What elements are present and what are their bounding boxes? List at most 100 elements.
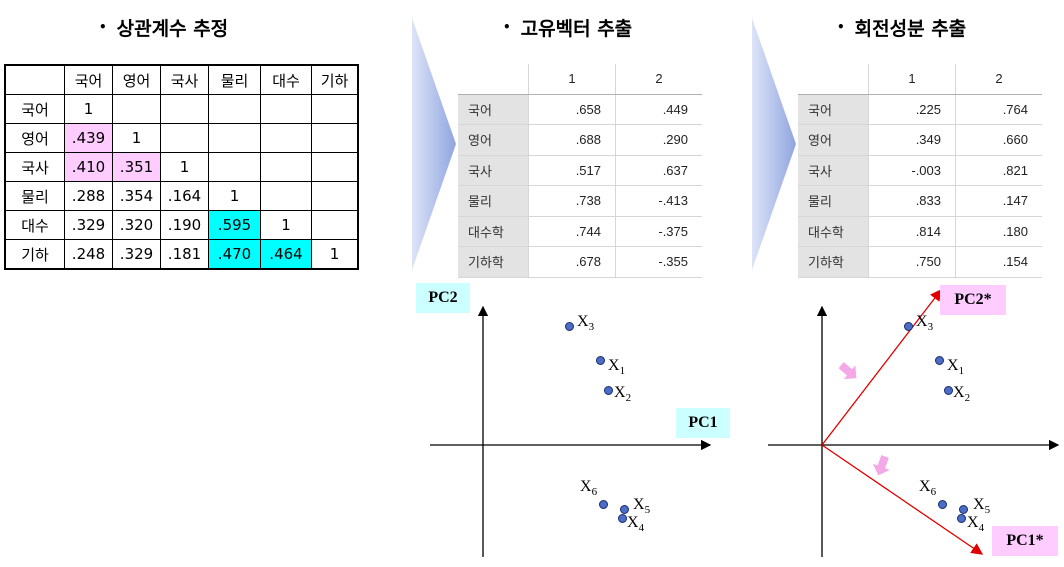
point-x6 [938, 500, 947, 509]
rotated-cell: .660 [955, 124, 1042, 156]
corr-cell-highlight: .410 [64, 152, 113, 182]
eigen-cell: -.355 [615, 246, 702, 278]
pc2-star-label: PC2* [940, 285, 1006, 315]
correlation-table: 국어 영어 국사 물리 대수 기하 국어 1 영어 .439 1 국사 .410… [4, 64, 359, 270]
rotated-cell: .154 [955, 246, 1042, 278]
point-x1 [596, 356, 605, 365]
corr-row-label: 국사 [4, 152, 65, 182]
rotated-cell: .180 [955, 216, 1042, 247]
corr-cell: .288 [64, 181, 113, 211]
rotated-cell: .821 [955, 155, 1042, 186]
rotation-hint-arrow [872, 455, 890, 476]
point-x2 [604, 386, 613, 395]
rotation-hint-arrow [838, 362, 857, 380]
corr-cell: .320 [112, 210, 161, 240]
rotated-row: 물리 .833 .147 [798, 185, 1042, 217]
corr-title: • 상관계수 추정 [99, 18, 229, 40]
rotated-title: • 회전성분 추출 [837, 18, 967, 40]
point-label: X5 [973, 496, 991, 517]
point-x4 [618, 514, 627, 523]
point-label: X6 [580, 478, 598, 499]
pc1-label: PC1 [676, 408, 730, 438]
rotated-row: 영어 .349 .660 [798, 124, 1042, 156]
corr-row: 영어 .439 1 [4, 123, 359, 153]
step-arrow-1 [412, 18, 456, 270]
corr-cell [311, 210, 359, 240]
eigen-cell: .517 [528, 155, 616, 186]
point-label: X1 [608, 357, 626, 378]
corr-header-cell: 대수 [260, 64, 312, 95]
corr-cell-highlight: .464 [260, 239, 312, 270]
corr-row: 국사 .410 .351 1 [4, 152, 359, 182]
rotated-header-cell [798, 64, 869, 95]
corr-cell-highlight: .439 [64, 123, 113, 153]
rotated-row-label: 국어 [798, 94, 869, 125]
corr-cell: .329 [64, 210, 113, 240]
eigen-row-label: 기하학 [458, 246, 529, 278]
rotated-header-row: 1 2 [798, 64, 1042, 95]
rotated-header-cell: 1 [868, 64, 956, 95]
point-x2 [944, 386, 953, 395]
eigen-cell: .449 [615, 94, 702, 125]
corr-row: 국어 1 [4, 94, 359, 124]
point-label: X4 [627, 514, 645, 535]
rotated-row-label: 물리 [798, 185, 869, 217]
eigen-cell: .688 [528, 124, 616, 156]
rotated-row: 국사 -.003 .821 [798, 155, 1042, 186]
rotated-table: 1 2 국어 .225 .764 영어 .349 .660 국사 -.003 .… [798, 64, 1042, 278]
corr-cell: .354 [112, 181, 161, 211]
corr-header-cell [4, 64, 65, 95]
corr-row-label: 대수 [4, 210, 65, 240]
point-label: X3 [916, 313, 934, 334]
corr-row-label: 물리 [4, 181, 65, 211]
point-x4 [957, 514, 966, 523]
eigen-title: • 고유벡터 추출 [503, 18, 633, 40]
pc2-label: PC2 [416, 283, 470, 313]
eigen-cell: -.413 [615, 185, 702, 217]
corr-cell: 1 [311, 239, 359, 270]
point-x1 [935, 356, 944, 365]
eigen-row: 물리 .738 -.413 [458, 185, 702, 217]
corr-cell-highlight: .470 [208, 239, 261, 270]
rotated-cell: .814 [868, 216, 956, 247]
corr-cell: .190 [160, 210, 209, 240]
eigen-header-cell: 2 [615, 64, 702, 95]
corr-row: 기하 .248 .329 .181 .470 .464 1 [4, 239, 359, 270]
eigen-cell: .658 [528, 94, 616, 125]
point-x3 [565, 322, 574, 331]
eigen-cell: .637 [615, 155, 702, 186]
eigen-row-label: 영어 [458, 124, 529, 156]
point-label: X6 [919, 478, 937, 499]
rotated-pc2-axis [821, 288, 942, 446]
point-x3 [904, 322, 913, 331]
point-label: X1 [947, 357, 965, 378]
eigen-cell: .290 [615, 124, 702, 156]
rotated-row-label: 국사 [798, 155, 869, 186]
point-x5 [959, 505, 968, 514]
rotated-row: 대수학 .814 .180 [798, 216, 1042, 247]
corr-cell: .181 [160, 239, 209, 270]
eigen-header-row: 1 2 [458, 64, 702, 95]
point-label: X5 [633, 496, 651, 517]
corr-cell: .329 [112, 239, 161, 270]
eigen-header-cell [458, 64, 529, 95]
eigen-row-label: 국사 [458, 155, 529, 186]
eigen-cell: -.375 [615, 216, 702, 247]
rotated-header-cell: 2 [955, 64, 1042, 95]
eigen-header-cell: 1 [528, 64, 616, 95]
corr-row: 대수 .329 .320 .190 .595 1 [4, 210, 359, 240]
eigen-row: 기하학 .678 -.355 [458, 246, 702, 278]
corr-cell [208, 152, 261, 182]
eigen-row: 대수학 .744 -.375 [458, 216, 702, 247]
point-x6 [599, 500, 608, 509]
rotated-cell: .147 [955, 185, 1042, 217]
corr-row-label: 국어 [4, 94, 65, 124]
corr-cell [208, 94, 261, 124]
eigen-row: 국어 .658 .449 [458, 94, 702, 125]
corr-row-label: 영어 [4, 123, 65, 153]
eigen-row-label: 물리 [458, 185, 529, 217]
corr-cell [311, 152, 359, 182]
corr-cell [311, 94, 359, 124]
eigen-row-label: 대수학 [458, 216, 529, 247]
